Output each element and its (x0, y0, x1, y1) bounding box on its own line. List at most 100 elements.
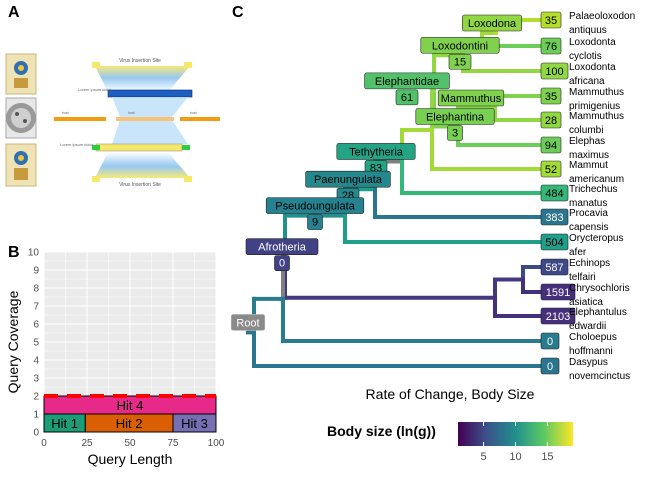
clade-name-label: Pseudoungulata (275, 201, 355, 213)
coverage-y-tick-label: 7 (33, 302, 39, 313)
tip-count-label: 383 (545, 212, 563, 224)
tip-species-name: Elephas (569, 136, 605, 147)
coverage-y-tick-label: 4 (33, 356, 39, 367)
tip-count-label: 52 (545, 164, 557, 176)
clade-count-box (447, 125, 463, 141)
tip-species-epithet: columbi (569, 125, 603, 136)
tip-species-name: Loxodonta (569, 62, 616, 73)
clade-name-box (462, 14, 522, 32)
tip-count-label: 76 (545, 41, 557, 53)
tip-species-epithet: manatus (569, 198, 607, 209)
tip-species-epithet: asiatica (569, 297, 603, 308)
tip-count-label: 0 (547, 361, 553, 373)
clade-name-box (245, 238, 319, 255)
tip-species-name: Orycteropus (569, 233, 623, 244)
host-segment-right (180, 117, 220, 121)
coverage-x-tick-label: 0 (41, 438, 47, 449)
coverage-x-axis-label: Query Length (88, 451, 173, 467)
lower-insert-bar (95, 143, 183, 152)
tip-count-box (540, 258, 569, 276)
tip-count-box (540, 332, 560, 350)
middle-fan-bottom (112, 120, 188, 144)
clade-name-label: Paenungulata (314, 174, 383, 186)
tip-species-name: Choloepus (569, 332, 617, 343)
tip-species-name: Loxodonta (569, 37, 616, 48)
clade-count-box (307, 214, 323, 230)
tip-count-box (540, 62, 569, 80)
panel-a-letter: A (8, 4, 20, 21)
tip-species-name: Palaeoloxodon (569, 11, 635, 22)
lower-green-right (182, 145, 190, 150)
lower-green-left (92, 145, 100, 150)
tip-species-name: Mammuthus (569, 87, 624, 98)
tip-count-box (540, 87, 562, 105)
tip-count-box (540, 160, 562, 178)
coverage-x-tick-label: 100 (208, 438, 225, 449)
clade-count-label: 15 (454, 56, 466, 68)
tip-species-epithet: telfairi (569, 272, 596, 283)
coverage-y-tick-label: 6 (33, 320, 39, 331)
coverage-y-tick-label: 8 (33, 284, 39, 295)
clade-count-box (274, 255, 290, 271)
clade-name-box (265, 197, 365, 214)
tip-species-epithet: americanum (569, 174, 624, 185)
tip-species-epithet: antiquus (569, 25, 607, 36)
clade-name-label: Tethytheria (349, 146, 404, 158)
clade-name-box (415, 108, 495, 125)
tree-clade-labels: Loxodona Loxodontini 15 Elephantidae 61 Mammu… (230, 14, 522, 331)
cameo-image-bottom (5, 143, 37, 187)
legend-tick-label: 15 (541, 451, 553, 463)
tip-species-name: Trichechus (569, 184, 618, 195)
bottom-insertion-label: Virus Insertion Site (119, 182, 161, 188)
coverage-x-tick-label: 25 (81, 438, 93, 449)
coverage-y-tick-label: 10 (28, 248, 40, 259)
legend-title: Body size (ln(g)) (327, 423, 436, 439)
upper-small-label: Lorem ipsum dolor (78, 87, 112, 92)
tip-count-label: 94 (545, 140, 557, 152)
tip-count-label: 1591 (546, 287, 570, 299)
coverage-y-axis-label: Query Coverage (5, 290, 21, 393)
tip-species-epithet: novemcinctus (569, 371, 630, 382)
tip-count-box (540, 184, 569, 202)
tip-species-epithet: hoffmanni (569, 346, 613, 357)
clade-count-box (448, 53, 472, 70)
middle-fan-top (112, 97, 188, 117)
tip-species-epithet: primigenius (569, 101, 620, 112)
tip-species-epithet: capensis (569, 222, 608, 233)
lower-marker-left (92, 176, 100, 182)
tip-species-name: Mammuthus (569, 111, 624, 122)
clade-name-box (336, 143, 416, 160)
clade-name-label: Loxodona (468, 18, 517, 30)
coverage-y-tick-label: 9 (33, 266, 39, 277)
legend-tick-label: 10 (509, 451, 521, 463)
coverage-hit-label: Hit 1 (51, 416, 78, 431)
upper-fan (95, 66, 190, 92)
clade-count-label: 0 (279, 258, 285, 270)
host-label-1: host (62, 111, 69, 115)
upper-marker-left (92, 62, 100, 68)
tip-count-label: 35 (545, 91, 557, 103)
tip-count-box (540, 37, 562, 55)
clade-name-label: Root (236, 317, 259, 329)
coverage-y-tick-label: 5 (33, 338, 39, 349)
clade-name-box (364, 72, 450, 90)
tip-count-box (540, 136, 562, 154)
tip-count-label: 484 (545, 188, 563, 200)
tip-species-epithet: afer (569, 247, 587, 258)
tip-count-label: 0 (547, 336, 553, 348)
clade-name-box (437, 89, 505, 107)
tip-species-epithet: edwardii (569, 321, 606, 332)
tip-species-name: Elephantulus (569, 307, 627, 318)
clade-count-box (395, 89, 419, 106)
tip-count-box (540, 233, 569, 251)
tip-species-name: Echinops (569, 258, 610, 269)
tree-branches (246, 18, 549, 368)
panel-a-figure: Virus Insertion Site Lorem ipsum dolor h… (5, 53, 220, 188)
cameo-image-top (5, 53, 37, 95)
tip-species-epithet: africana (569, 76, 605, 87)
coverage-hit-label: Hit 3 (181, 416, 208, 431)
tip-count-box (540, 307, 576, 325)
tree-x-axis-label: Rate of Change, Body Size (366, 386, 535, 402)
